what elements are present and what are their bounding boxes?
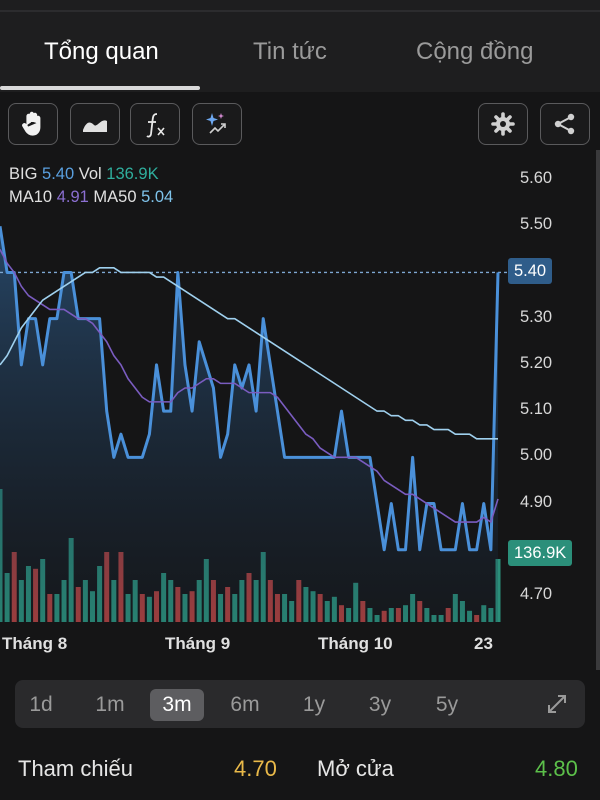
last-price-tag: 5.40 xyxy=(508,258,553,284)
last-volume-tag: 136.9K xyxy=(508,540,573,566)
tab-news[interactable]: Tin tức xyxy=(253,38,327,65)
share-button[interactable] xyxy=(540,103,590,145)
gear-icon xyxy=(491,112,515,136)
legend-ma-row: MA10 4.91 MA50 5.04 xyxy=(9,188,173,207)
ma10-label: MA10 xyxy=(9,188,53,206)
vol-value: 136.9K xyxy=(106,165,159,183)
reference-value: 4.70 xyxy=(234,756,277,781)
active-tab-indicator xyxy=(0,86,200,90)
symbol-label: BIG xyxy=(9,165,38,183)
legend-price-row: BIG 5.40 Vol 136.9K xyxy=(9,165,159,184)
range-1m[interactable]: 1m xyxy=(95,693,125,716)
price-value: 5.40 xyxy=(42,165,75,183)
tab-community[interactable]: Cộng đồng xyxy=(416,38,534,65)
price-chart[interactable] xyxy=(0,150,510,625)
y-tick-label: 4.90 xyxy=(520,492,553,511)
indicator-button[interactable] xyxy=(130,103,180,145)
x-tick-sep: Tháng 9 xyxy=(165,634,231,653)
ma50-series-line xyxy=(0,267,498,440)
ma50-value: 5.04 xyxy=(141,188,174,206)
x-tick-23: 23 xyxy=(474,634,493,653)
open-label: Mở cửa xyxy=(317,756,394,781)
fx-icon xyxy=(146,113,165,138)
range-3y[interactable]: 3y xyxy=(368,693,392,716)
top-tab-bar: Tổng quan Tin tức Cộng đồng xyxy=(0,0,600,92)
vol-label: Vol xyxy=(78,165,102,183)
hand-icon xyxy=(22,111,41,136)
y-tick-label: 5.30 xyxy=(520,307,553,326)
expand-button[interactable] xyxy=(545,692,569,721)
chart-type-button[interactable] xyxy=(70,103,120,145)
open-value: 4.80 xyxy=(535,756,578,781)
y-tick-label: 5.10 xyxy=(520,400,553,419)
range-1y[interactable]: 1y xyxy=(302,693,326,716)
share-icon xyxy=(554,113,575,135)
range-3m[interactable]: 3m xyxy=(150,689,204,721)
range-5y[interactable]: 5y xyxy=(435,693,459,716)
y-tick-label: 5.60 xyxy=(520,169,553,187)
chart-scrollbar[interactable] xyxy=(596,150,600,670)
range-selector: 1d 1m 3m 6m 1y 3y 5y xyxy=(15,680,585,728)
reference-label: Tham chiếu xyxy=(18,756,133,781)
top-divider xyxy=(0,10,600,12)
area-chart-icon xyxy=(83,120,107,132)
y-tick-label: 5.00 xyxy=(520,446,553,465)
y-tick-label: 5.50 xyxy=(520,215,553,234)
y-tick-label: 5.20 xyxy=(520,353,553,372)
x-tick-aug: Tháng 8 xyxy=(2,634,68,653)
price-area xyxy=(0,226,498,622)
settings-button[interactable] xyxy=(478,103,528,145)
ai-button[interactable] xyxy=(192,103,242,145)
ma50-label: MA50 xyxy=(93,188,137,206)
y-tick-label: 4.70 xyxy=(520,585,553,603)
tab-overview[interactable]: Tổng quan xyxy=(44,38,159,65)
hand-tool-button[interactable] xyxy=(8,103,58,145)
range-1d[interactable]: 1d xyxy=(29,693,53,716)
x-tick-oct: Tháng 10 xyxy=(318,634,393,653)
expand-icon xyxy=(548,695,566,713)
ma10-series-line xyxy=(0,248,499,523)
ma10-value: 4.91 xyxy=(56,188,89,206)
range-6m[interactable]: 6m xyxy=(230,693,260,716)
sparkle-icon xyxy=(206,113,226,134)
